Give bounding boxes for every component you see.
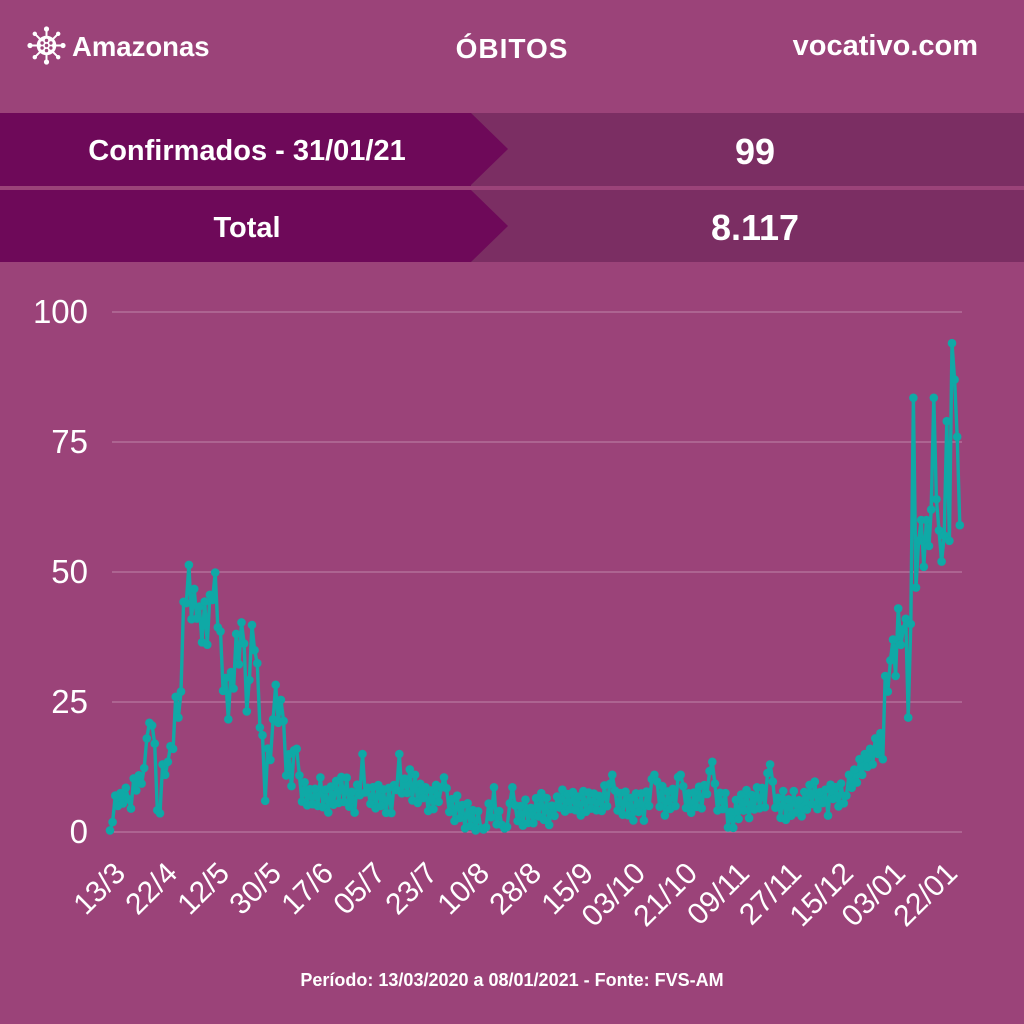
svg-text:30/5: 30/5: [223, 857, 288, 922]
svg-text:28/8: 28/8: [483, 857, 548, 922]
svg-text:12/5: 12/5: [171, 857, 236, 922]
svg-text:17/6: 17/6: [275, 857, 340, 922]
svg-text:23/7: 23/7: [379, 857, 444, 922]
svg-text:22/4: 22/4: [119, 857, 184, 922]
svg-text:10/8: 10/8: [431, 857, 496, 922]
svg-text:13/3: 13/3: [67, 857, 132, 922]
svg-text:05/7: 05/7: [327, 857, 392, 922]
